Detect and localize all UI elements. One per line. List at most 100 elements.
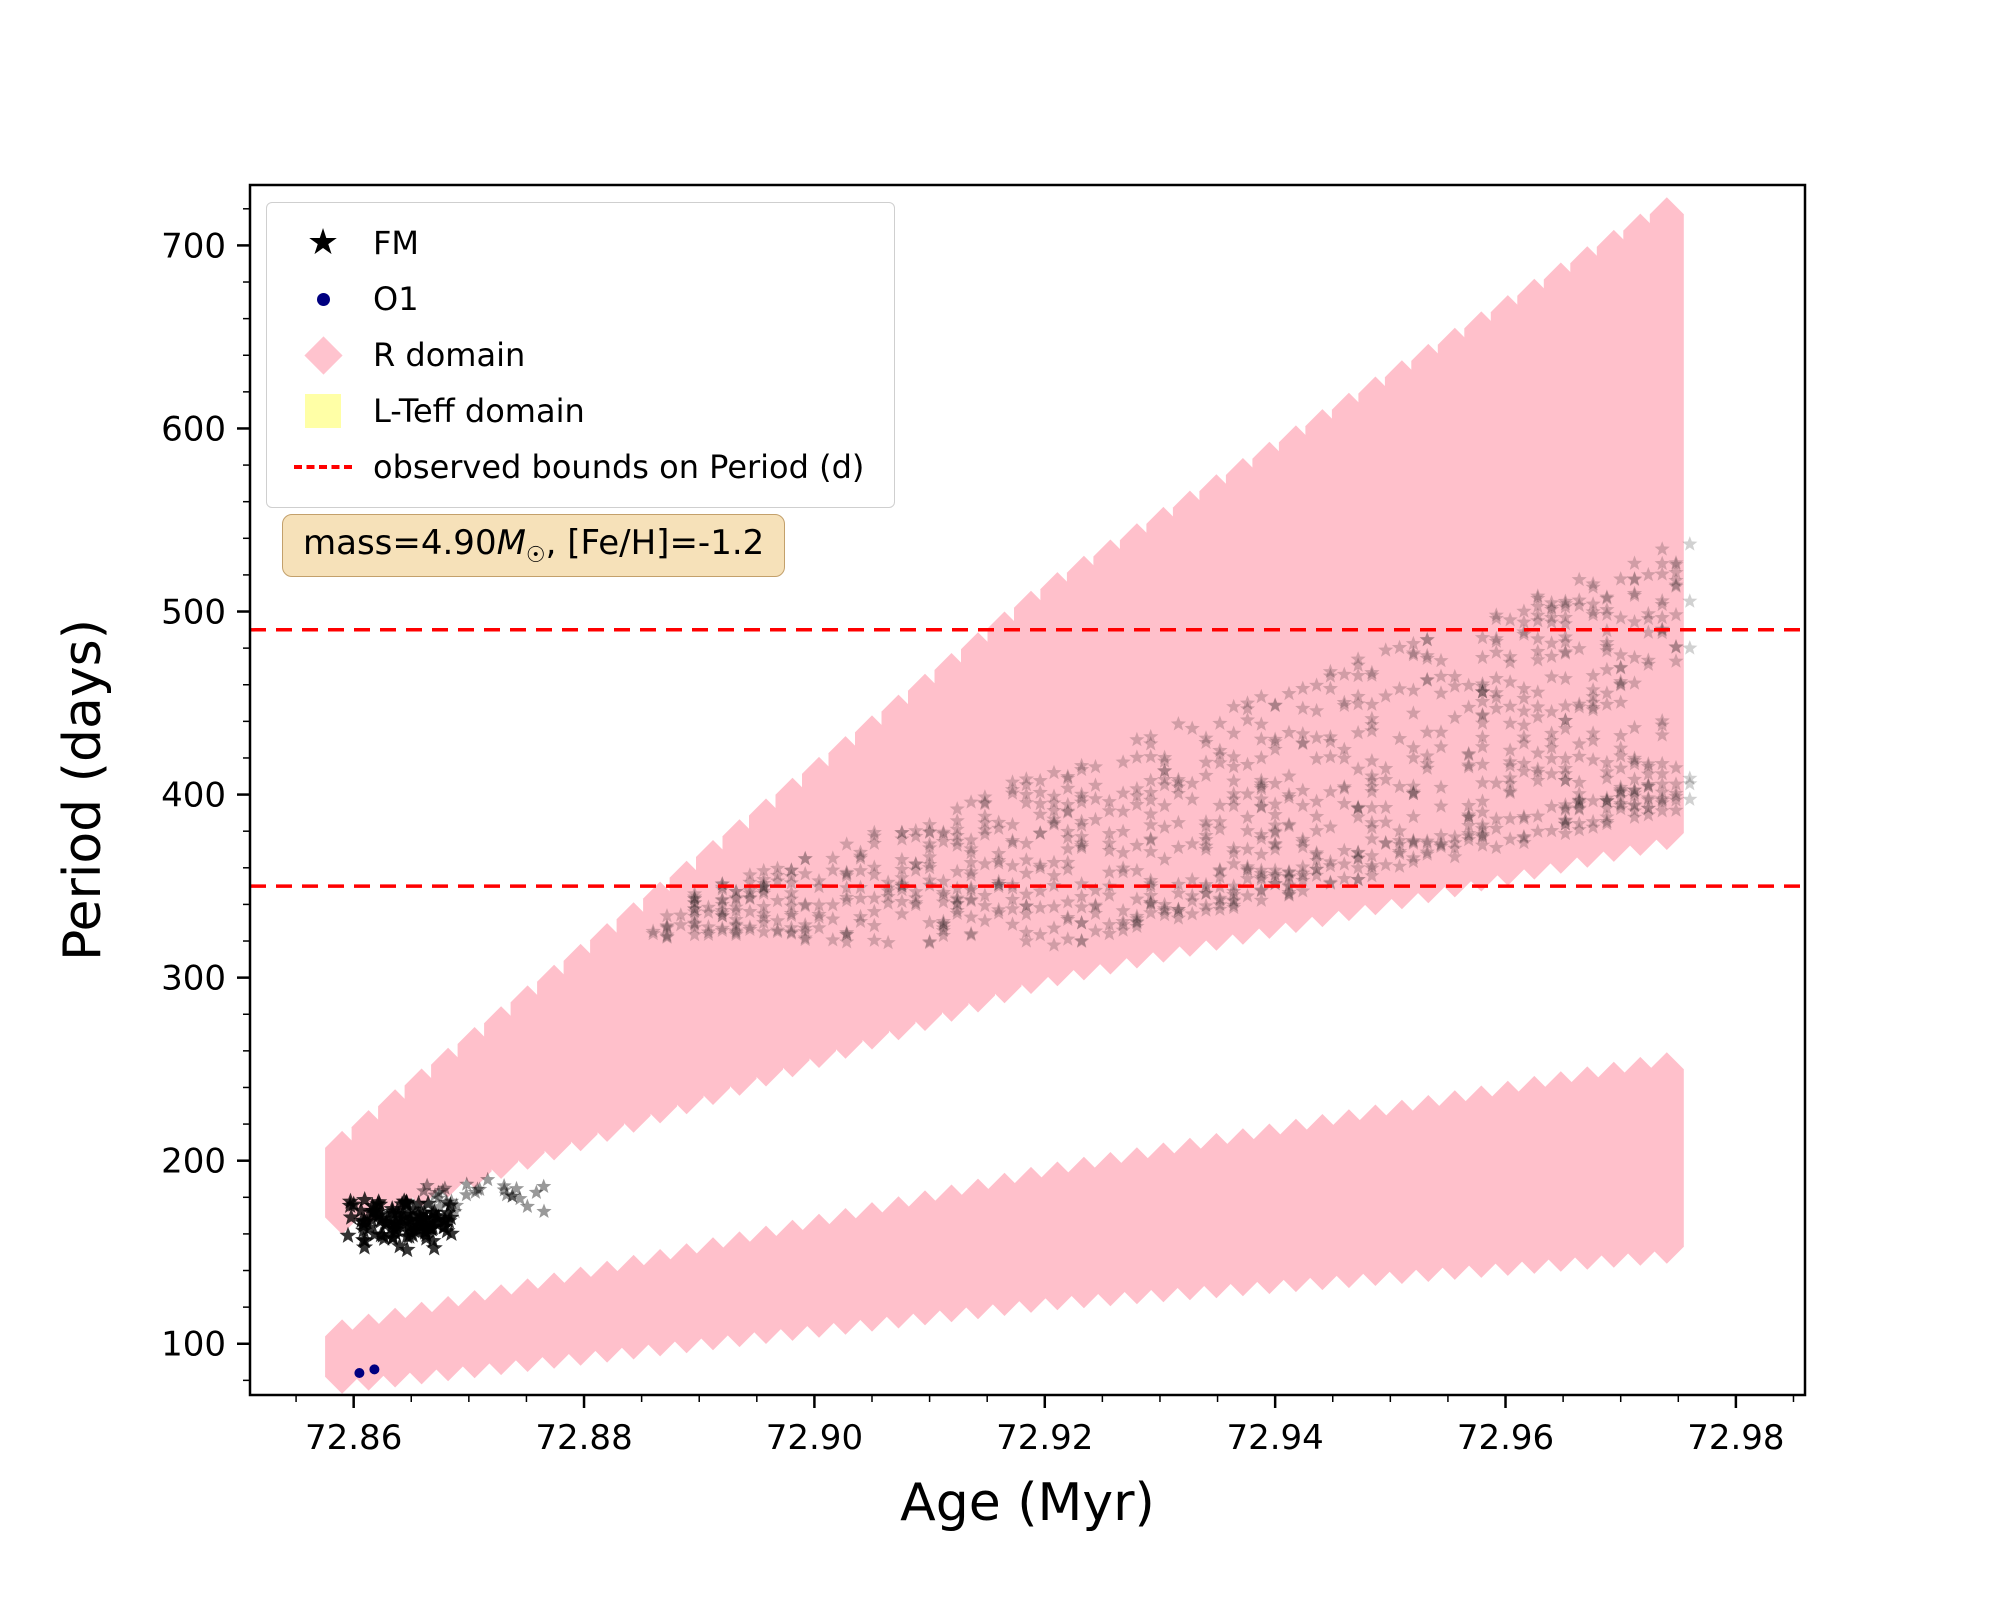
FM-marker — [894, 876, 910, 891]
FM-marker — [1074, 914, 1090, 930]
FM-marker — [1668, 606, 1684, 622]
FM-marker — [1626, 809, 1643, 824]
FM-marker — [1253, 791, 1269, 806]
r-domain-column — [510, 1278, 545, 1372]
FM-marker — [385, 1220, 403, 1237]
FM-marker — [1032, 883, 1048, 898]
r-domain-column — [1384, 360, 1419, 910]
FM-marker — [963, 927, 979, 942]
FM-marker — [1143, 832, 1159, 847]
FM-marker — [783, 891, 799, 906]
FM-marker — [1502, 775, 1518, 790]
FM-marker — [852, 908, 869, 924]
FM-marker — [1184, 835, 1200, 851]
r-domain-column — [457, 1290, 492, 1379]
FM-marker — [1267, 697, 1283, 713]
FM-marker — [769, 892, 786, 908]
FM-marker — [1571, 597, 1587, 612]
FM-marker — [1074, 933, 1090, 948]
FM-marker — [811, 919, 827, 935]
FM-marker — [728, 883, 744, 899]
FM-marker — [1516, 624, 1532, 639]
FM-marker — [418, 1212, 436, 1230]
FM-marker — [1544, 599, 1560, 614]
FM-marker — [1613, 760, 1629, 775]
FM-marker — [1267, 817, 1283, 832]
FM-marker — [908, 856, 924, 871]
FM-marker — [361, 1218, 379, 1235]
FM-marker — [1654, 765, 1670, 781]
FM-marker — [458, 1186, 474, 1202]
FM-marker — [1157, 749, 1173, 765]
FM-marker — [1157, 771, 1173, 786]
FM-marker — [1267, 731, 1283, 746]
r-domain-column — [643, 1249, 678, 1357]
r-domain-column — [1596, 1061, 1631, 1268]
FM-marker — [1405, 835, 1421, 850]
r-domain-column — [1066, 555, 1101, 981]
FM-marker — [949, 896, 965, 911]
FM-marker — [1239, 862, 1256, 877]
FM-marker — [1226, 893, 1242, 908]
FM-marker — [1447, 849, 1463, 864]
FM-marker — [1530, 607, 1546, 622]
FM-marker — [977, 789, 993, 804]
FM-marker — [714, 881, 730, 896]
FM-marker — [659, 928, 675, 943]
FM-marker — [922, 914, 938, 930]
FM-marker — [1516, 626, 1532, 641]
FM-marker — [1419, 755, 1435, 771]
FM-marker — [1212, 863, 1228, 878]
FM-marker — [935, 916, 951, 931]
FM-marker — [866, 859, 882, 874]
FM-marker — [1502, 757, 1518, 773]
FM-marker — [355, 1238, 374, 1255]
FM-marker — [935, 833, 951, 848]
FM-marker — [1447, 834, 1463, 850]
FM-marker — [1378, 799, 1394, 815]
FM-marker — [1654, 609, 1670, 625]
FM-marker — [728, 889, 744, 905]
FM-marker — [866, 828, 882, 843]
FM-marker — [1433, 779, 1449, 794]
FM-marker — [811, 873, 827, 888]
FM-marker — [949, 827, 965, 842]
FM-marker — [1557, 599, 1573, 614]
FM-marker — [1060, 894, 1076, 909]
FM-marker — [1405, 750, 1421, 765]
FM-marker — [1585, 793, 1601, 808]
FM-marker — [1530, 745, 1546, 760]
FM-marker — [1433, 668, 1449, 683]
FM-marker — [1281, 786, 1297, 802]
FM-marker — [728, 883, 744, 899]
FM-marker — [1585, 752, 1601, 767]
FM-marker — [1668, 556, 1684, 572]
FM-marker — [1253, 750, 1269, 765]
FM-marker — [1350, 667, 1366, 683]
FM-marker — [1226, 856, 1242, 871]
FM-marker — [1419, 760, 1435, 775]
FM-marker — [1060, 768, 1076, 784]
FM-marker — [687, 885, 703, 901]
FM-marker — [1226, 883, 1242, 898]
FM-marker — [416, 1223, 434, 1240]
r-domain-column — [537, 964, 572, 1161]
FM-marker — [1267, 862, 1283, 877]
FM-marker — [1640, 652, 1656, 667]
r-domain-column — [669, 1243, 704, 1354]
FM-marker — [1239, 888, 1256, 903]
FM-marker — [687, 916, 703, 931]
FM-marker — [1253, 882, 1269, 897]
FM-marker — [441, 1196, 459, 1213]
FM-marker — [1018, 852, 1034, 867]
FM-marker — [1143, 792, 1159, 807]
FM-marker — [700, 904, 716, 919]
FM-marker — [1087, 898, 1104, 914]
FM-marker — [1253, 865, 1269, 880]
FM-marker — [363, 1210, 381, 1227]
FM-marker — [991, 814, 1007, 829]
FM-marker — [1613, 727, 1629, 743]
FM-marker — [419, 1177, 435, 1193]
FM-marker — [1129, 911, 1145, 926]
FM-marker — [1571, 736, 1587, 751]
